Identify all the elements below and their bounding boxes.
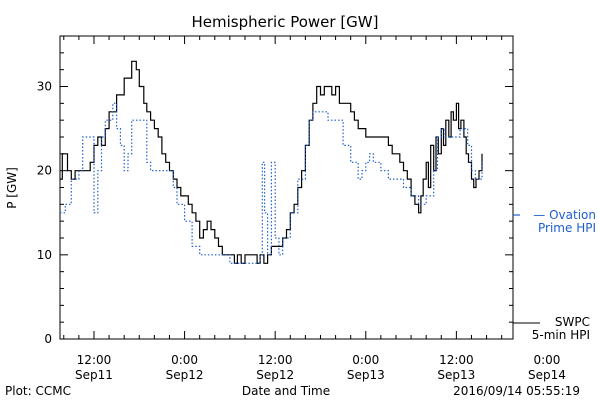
y-tick-label: 20 xyxy=(37,164,52,178)
legend-ovation-line1: — Ovation xyxy=(533,208,596,222)
x-tick-label-time: 0:00 xyxy=(171,353,198,367)
y-tick-label: 30 xyxy=(37,80,52,94)
chart-title: Hemispheric Power [GW] xyxy=(192,13,379,31)
series-ovation-line xyxy=(60,102,483,264)
x-tick-label-date: Sep13 xyxy=(437,368,475,382)
legend-swpc-line1: SWPC xyxy=(555,315,590,329)
plot-frame xyxy=(59,35,514,340)
axis-ticks xyxy=(60,35,513,340)
legend-ovation-line2: Prime HPI xyxy=(538,221,596,235)
x-tick-label-time: 12:00 xyxy=(77,353,112,367)
x-tick-label-date: Sep11 xyxy=(75,368,113,382)
y-axis-label: P [GW] xyxy=(5,167,19,209)
x-tick-label-date: Sep13 xyxy=(347,368,385,382)
x-tick-label-time: 12:00 xyxy=(258,353,293,367)
legend-swpc-line2: 5-min HPI xyxy=(532,328,590,342)
footer-timestamp: 2016/09/14 05:55:19 xyxy=(453,384,580,398)
series-swpc-line xyxy=(60,60,483,264)
x-tick-label-time: 0:00 xyxy=(533,353,560,367)
y-tick-label: 0 xyxy=(44,332,52,346)
tick-labels: 010203012:00Sep110:00Sep1212:00Sep120:00… xyxy=(37,80,566,383)
series-layer xyxy=(60,60,520,264)
y-tick-label: 10 xyxy=(37,248,52,262)
footer-plot-credit: Plot: CCMC xyxy=(5,384,71,398)
x-tick-label-date: Sep12 xyxy=(166,368,204,382)
x-tick-label-time: 12:00 xyxy=(439,353,474,367)
x-tick-label-date: Sep14 xyxy=(528,368,566,382)
x-tick-label-time: 0:00 xyxy=(352,353,379,367)
x-axis-label: Date and Time xyxy=(242,384,330,398)
x-tick-label-date: Sep12 xyxy=(256,368,294,382)
